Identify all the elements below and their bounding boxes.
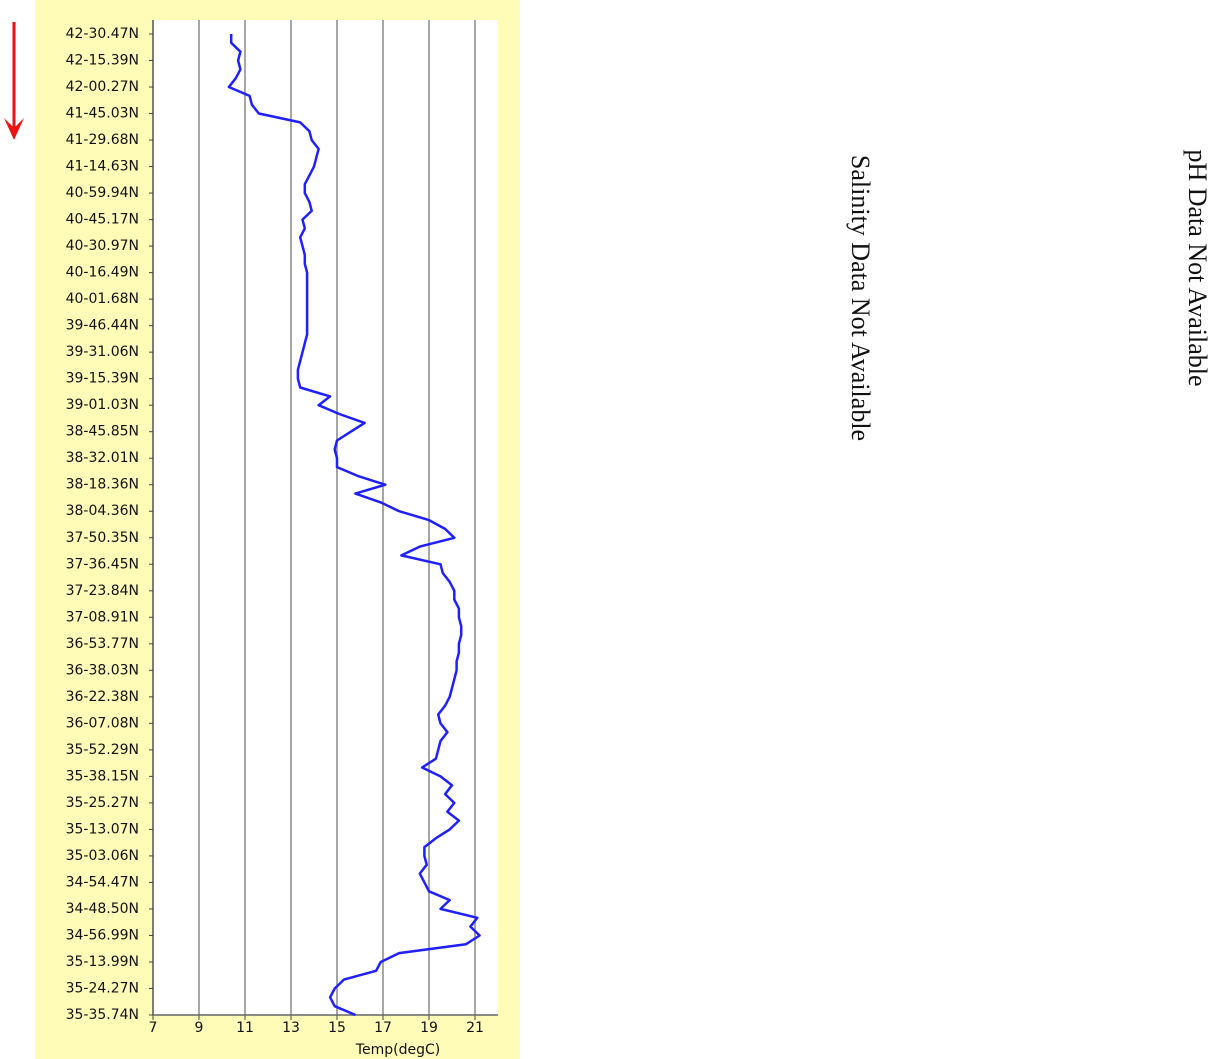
salinity-message: Salinity Data Not Available bbox=[846, 155, 875, 441]
y-tick-label: 34-56.99N bbox=[66, 927, 139, 943]
y-tick-label: 41-14.63N bbox=[66, 159, 139, 175]
y-tick-label: 35-13.07N bbox=[66, 821, 139, 837]
x-tick-label: 17 bbox=[374, 1020, 392, 1036]
temperature-line bbox=[227, 34, 481, 1017]
x-tick-label: 21 bbox=[466, 1020, 484, 1036]
y-tick-label: 40-30.97N bbox=[66, 238, 139, 254]
x-tick-label: 9 bbox=[195, 1020, 204, 1036]
y-tick-label: 42-15.39N bbox=[66, 53, 139, 69]
y-tick-label: 38-32.01N bbox=[66, 450, 139, 466]
y-tick-label: 34-48.50N bbox=[66, 901, 139, 917]
x-tick-label: 7 bbox=[149, 1020, 158, 1036]
y-tick-label: 34-54.47N bbox=[66, 874, 139, 890]
y-tick-label: 42-00.27N bbox=[66, 79, 139, 95]
y-tick-label: 41-29.68N bbox=[66, 132, 139, 148]
y-tick-label: 37-50.35N bbox=[66, 530, 139, 546]
y-tick-label: 40-45.17N bbox=[66, 212, 139, 228]
y-tick-label: 39-15.39N bbox=[66, 371, 139, 387]
y-tick-label: 35-24.27N bbox=[66, 980, 139, 996]
y-tick-label: 35-13.99N bbox=[66, 954, 139, 970]
y-tick-label: 40-16.49N bbox=[66, 265, 139, 281]
y-tick-label: 37-23.84N bbox=[66, 583, 139, 599]
x-tick-label: 13 bbox=[282, 1020, 300, 1036]
y-tick-label: 41-45.03N bbox=[66, 106, 139, 122]
y-tick-label: 36-07.08N bbox=[66, 715, 139, 731]
y-tick-label: 40-59.94N bbox=[66, 185, 139, 201]
y-tick-label: 36-22.38N bbox=[66, 689, 139, 705]
y-tick-label: 39-01.03N bbox=[66, 397, 139, 413]
direction-arrow-head bbox=[4, 118, 24, 140]
plot-area bbox=[153, 20, 498, 1015]
y-tick-label: 37-08.91N bbox=[66, 609, 139, 625]
ph-message: pH Data Not Available bbox=[1183, 149, 1212, 386]
y-tick-label: 36-53.77N bbox=[66, 636, 139, 652]
x-tick-label: 15 bbox=[328, 1020, 346, 1036]
y-tick-label: 37-36.45N bbox=[66, 556, 139, 572]
x-axis-title: Temp(degC) bbox=[355, 1042, 440, 1058]
y-tick-label: 36-38.03N bbox=[66, 662, 139, 678]
y-tick-label: 35-52.29N bbox=[66, 742, 139, 758]
y-tick-label: 42-30.47N bbox=[66, 26, 139, 42]
x-tick-label: 19 bbox=[420, 1020, 438, 1036]
y-tick-label: 35-25.27N bbox=[66, 795, 139, 811]
y-tick-label: 35-03.06N bbox=[66, 848, 139, 864]
y-tick-label: 35-38.15N bbox=[66, 768, 139, 784]
y-tick-label: 38-18.36N bbox=[66, 477, 139, 493]
x-tick-label: 11 bbox=[236, 1020, 254, 1036]
y-tick-label: 35-35.74N bbox=[66, 1007, 139, 1023]
y-tick-label: 39-31.06N bbox=[66, 344, 139, 360]
y-tick-label: 39-46.44N bbox=[66, 318, 139, 334]
y-tick-label: 38-04.36N bbox=[66, 503, 139, 519]
y-tick-label: 40-01.68N bbox=[66, 291, 139, 307]
y-tick-label: 38-45.85N bbox=[66, 424, 139, 440]
